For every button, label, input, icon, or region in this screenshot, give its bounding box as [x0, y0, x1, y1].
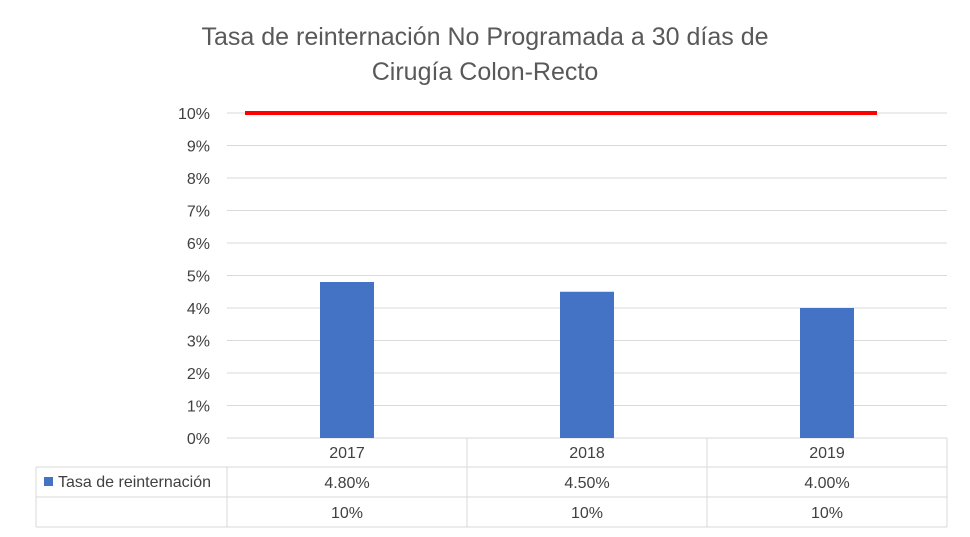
- bar-2018: [560, 291, 614, 438]
- y-tick-label: 2%: [187, 366, 210, 383]
- x-tick-label: 2018: [569, 445, 605, 462]
- x-tick-label: 2019: [809, 445, 845, 462]
- y-tick-label: 4%: [187, 301, 210, 318]
- data-table: 2017 2018 2019 Tasa de reinternación 4.80% 4.…: [35, 438, 948, 528]
- bar-2017: [320, 282, 374, 438]
- y-tick-label: 8%: [187, 171, 210, 188]
- data-label-bars: 4.50%: [564, 475, 609, 492]
- y-tick-label: 6%: [187, 236, 210, 253]
- chart-title-line-1: Tasa de reinternación No Programada a 30…: [201, 23, 768, 51]
- data-label-line: 10%: [811, 505, 843, 522]
- data-label-bars: 4.80%: [324, 475, 369, 492]
- data-label-line: 10%: [571, 505, 603, 522]
- y-tick-label: 1%: [187, 399, 210, 416]
- chart-title-line-2: Cirugía Colon-Recto: [372, 58, 599, 86]
- y-tick-label: 9%: [187, 139, 210, 156]
- y-tick-label: 3%: [187, 334, 210, 351]
- legend-label-bars: Tasa de reinternación: [58, 474, 211, 491]
- y-tick-label: 0%: [187, 431, 210, 448]
- data-label-line: 10%: [331, 505, 363, 522]
- y-tick-label: 5%: [187, 269, 210, 286]
- data-label-bars: 4.00%: [804, 475, 849, 492]
- legend-swatch-bars: [44, 477, 53, 486]
- bar-2019: [800, 308, 854, 438]
- x-tick-label: 2017: [329, 445, 365, 462]
- y-tick-label: 7%: [187, 204, 210, 221]
- y-axis-ticks: 0% 1% 2% 3% 4% 5% 6% 7% 8% 9% 10%: [178, 106, 210, 448]
- bar-series: [320, 282, 854, 438]
- y-tick-label: 10%: [178, 106, 210, 123]
